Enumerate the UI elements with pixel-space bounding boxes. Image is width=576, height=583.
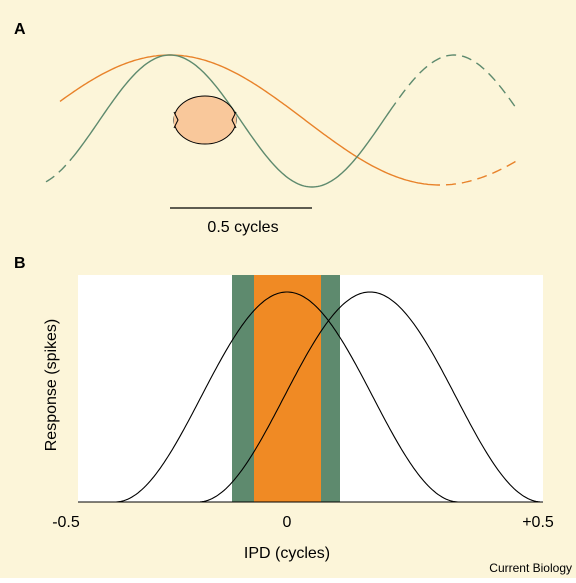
orange-band	[254, 275, 321, 502]
ears	[173, 111, 237, 129]
panel-label: B	[14, 255, 26, 272]
scale-label: 0.5 cycles	[207, 219, 278, 236]
green-wave-dashed	[389, 54, 517, 112]
head	[173, 95, 237, 145]
footer: Current Biology	[489, 561, 572, 575]
y-axis-label: Response (spikes)	[43, 319, 60, 452]
orange-wave	[59, 54, 431, 186]
panel-label: A	[14, 21, 26, 38]
x-tick-label: 0	[283, 514, 292, 531]
x-tick-label: +0.5	[522, 514, 554, 531]
x-tick-label: -0.5	[52, 514, 80, 531]
x-axis-label: IPD (cycles)	[244, 545, 330, 562]
green-wave-dashed	[45, 157, 73, 183]
